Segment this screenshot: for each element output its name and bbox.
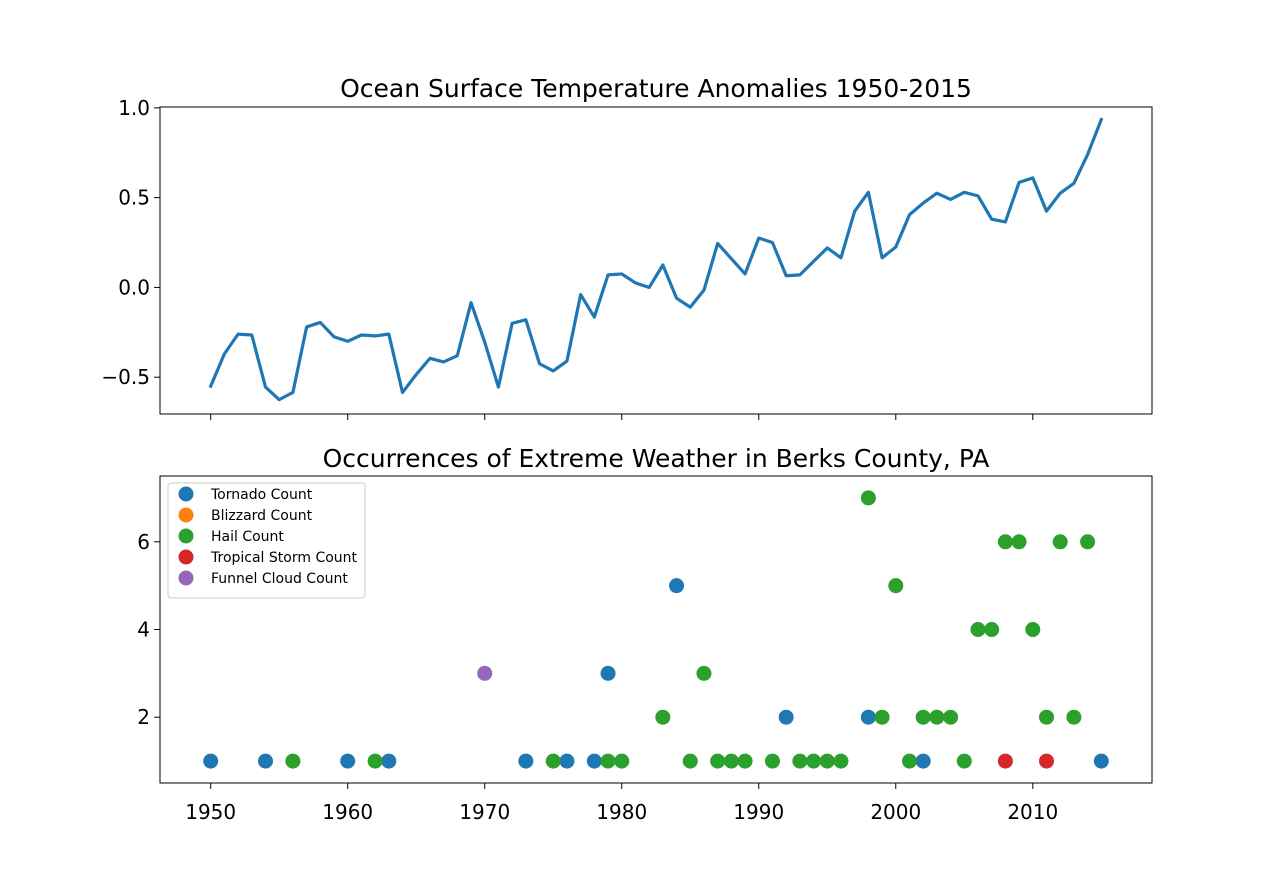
hail-count-point <box>819 753 835 769</box>
funnel-cloud-count-point <box>477 665 493 681</box>
weather-chart-title: Occurrences of Extreme Weather in Berks … <box>323 444 990 473</box>
hail-count-point <box>710 753 726 769</box>
hail-count-point <box>545 753 561 769</box>
x-tick-label: 2000 <box>870 800 921 824</box>
temperature-chart-title: Ocean Surface Temperature Anomalies 1950… <box>340 74 972 103</box>
hail-count-point <box>285 753 301 769</box>
y-tick-label: 4 <box>137 618 150 642</box>
legend-marker-hail-count <box>178 528 194 544</box>
hail-count-point <box>723 753 739 769</box>
temperature-anomaly-line <box>208 117 1104 402</box>
legend-marker-tropical-storm-count <box>178 549 194 565</box>
tornado-count-point <box>860 709 876 725</box>
weather-plot-area: 2 4 6 1950 1960 1970 1980 1990 2000 2010 <box>137 490 1109 824</box>
hail-count-point <box>915 709 931 725</box>
y-tick-label: 2 <box>137 705 150 729</box>
weather-axes-frame <box>159 475 1153 784</box>
temperature-axes-frame <box>159 106 1153 415</box>
hail-count-point <box>888 578 904 594</box>
hail-count-point <box>764 753 780 769</box>
hail-count-point <box>956 753 972 769</box>
x-tick-label: 1960 <box>322 800 373 824</box>
x-tick-label: 1980 <box>596 800 647 824</box>
hail-count-point <box>1066 709 1082 725</box>
legend-label-funnel-cloud-count: Funnel Cloud Count <box>211 571 348 587</box>
temperature-anomaly-axes: Ocean Surface Temperature Anomalies 1950… <box>101 74 1153 420</box>
hail-count-point <box>860 490 876 506</box>
hail-count-point <box>1038 709 1054 725</box>
y-tick-label: 1.0 <box>118 96 150 120</box>
tornado-count-point <box>258 753 274 769</box>
tornado-count-point <box>559 753 575 769</box>
legend-marker-tornado-count <box>178 486 194 502</box>
x-tick-label: 1970 <box>459 800 510 824</box>
hail-count-point <box>970 622 986 637</box>
tornado-count-point <box>669 578 685 594</box>
legend-frame <box>167 482 366 599</box>
y-tick-label: 6 <box>137 530 150 554</box>
legend-marker-funnel-cloud-count <box>178 570 194 586</box>
hail-count-point <box>874 709 890 725</box>
hail-count-point <box>737 753 753 769</box>
legend-label-tornado-count: Tornado Count <box>210 487 313 503</box>
legend-label-blizzard-count: Blizzard Count <box>211 508 313 524</box>
temperature-plot-area: −0.5 0.0 0.5 1.0 <box>101 96 1104 420</box>
x-tick-label: 1950 <box>185 800 236 824</box>
hail-count-point <box>655 709 671 725</box>
extreme-weather-axes: Occurrences of Extreme Weather in Berks … <box>137 444 1153 824</box>
x-tick-label: 1990 <box>733 800 784 824</box>
tornado-count-point <box>778 709 794 725</box>
hail-count-point <box>367 753 383 769</box>
tornado-count-point <box>586 753 602 769</box>
hail-count-point <box>901 753 917 769</box>
weather-legend: Tornado Count Blizzard Count Hail Count Tro… <box>167 482 366 599</box>
legend-label-tropical-storm-count: Tropical Storm Count <box>210 550 358 566</box>
y-tick-label: −0.5 <box>101 365 150 389</box>
tornado-count-point <box>203 753 219 769</box>
legend-marker-blizzard-count <box>178 507 194 523</box>
hail-count-point <box>1025 622 1041 637</box>
tornado-count-point <box>915 753 931 769</box>
hail-count-point <box>614 753 630 769</box>
hail-count-point <box>833 753 849 769</box>
hail-count-point <box>792 753 808 769</box>
tropical-storm-count-point <box>1038 753 1054 769</box>
hail-count-point <box>1011 534 1027 550</box>
legend-label-hail-count: Hail Count <box>211 529 284 545</box>
hail-count-point <box>682 753 698 769</box>
tornado-count-point <box>381 753 397 769</box>
tornado-count-point <box>518 753 534 769</box>
hail-count-point <box>806 753 822 769</box>
hail-count-point <box>929 709 945 725</box>
y-tick-label: 0.5 <box>118 186 150 210</box>
hail-count-point <box>943 709 959 725</box>
hail-count-point <box>984 622 1000 637</box>
hail-count-point <box>1080 534 1096 550</box>
hail-count-point <box>997 534 1013 550</box>
hail-count-point <box>696 665 712 681</box>
hail-count-point <box>1052 534 1068 550</box>
tropical-storm-count-point <box>997 753 1013 769</box>
tornado-count-point <box>600 665 616 681</box>
x-tick-label: 2010 <box>1007 800 1058 824</box>
y-tick-label: 0.0 <box>118 275 150 299</box>
tornado-count-point <box>340 753 356 769</box>
tornado-count-point <box>1093 753 1109 769</box>
hail-count-point <box>600 753 616 769</box>
